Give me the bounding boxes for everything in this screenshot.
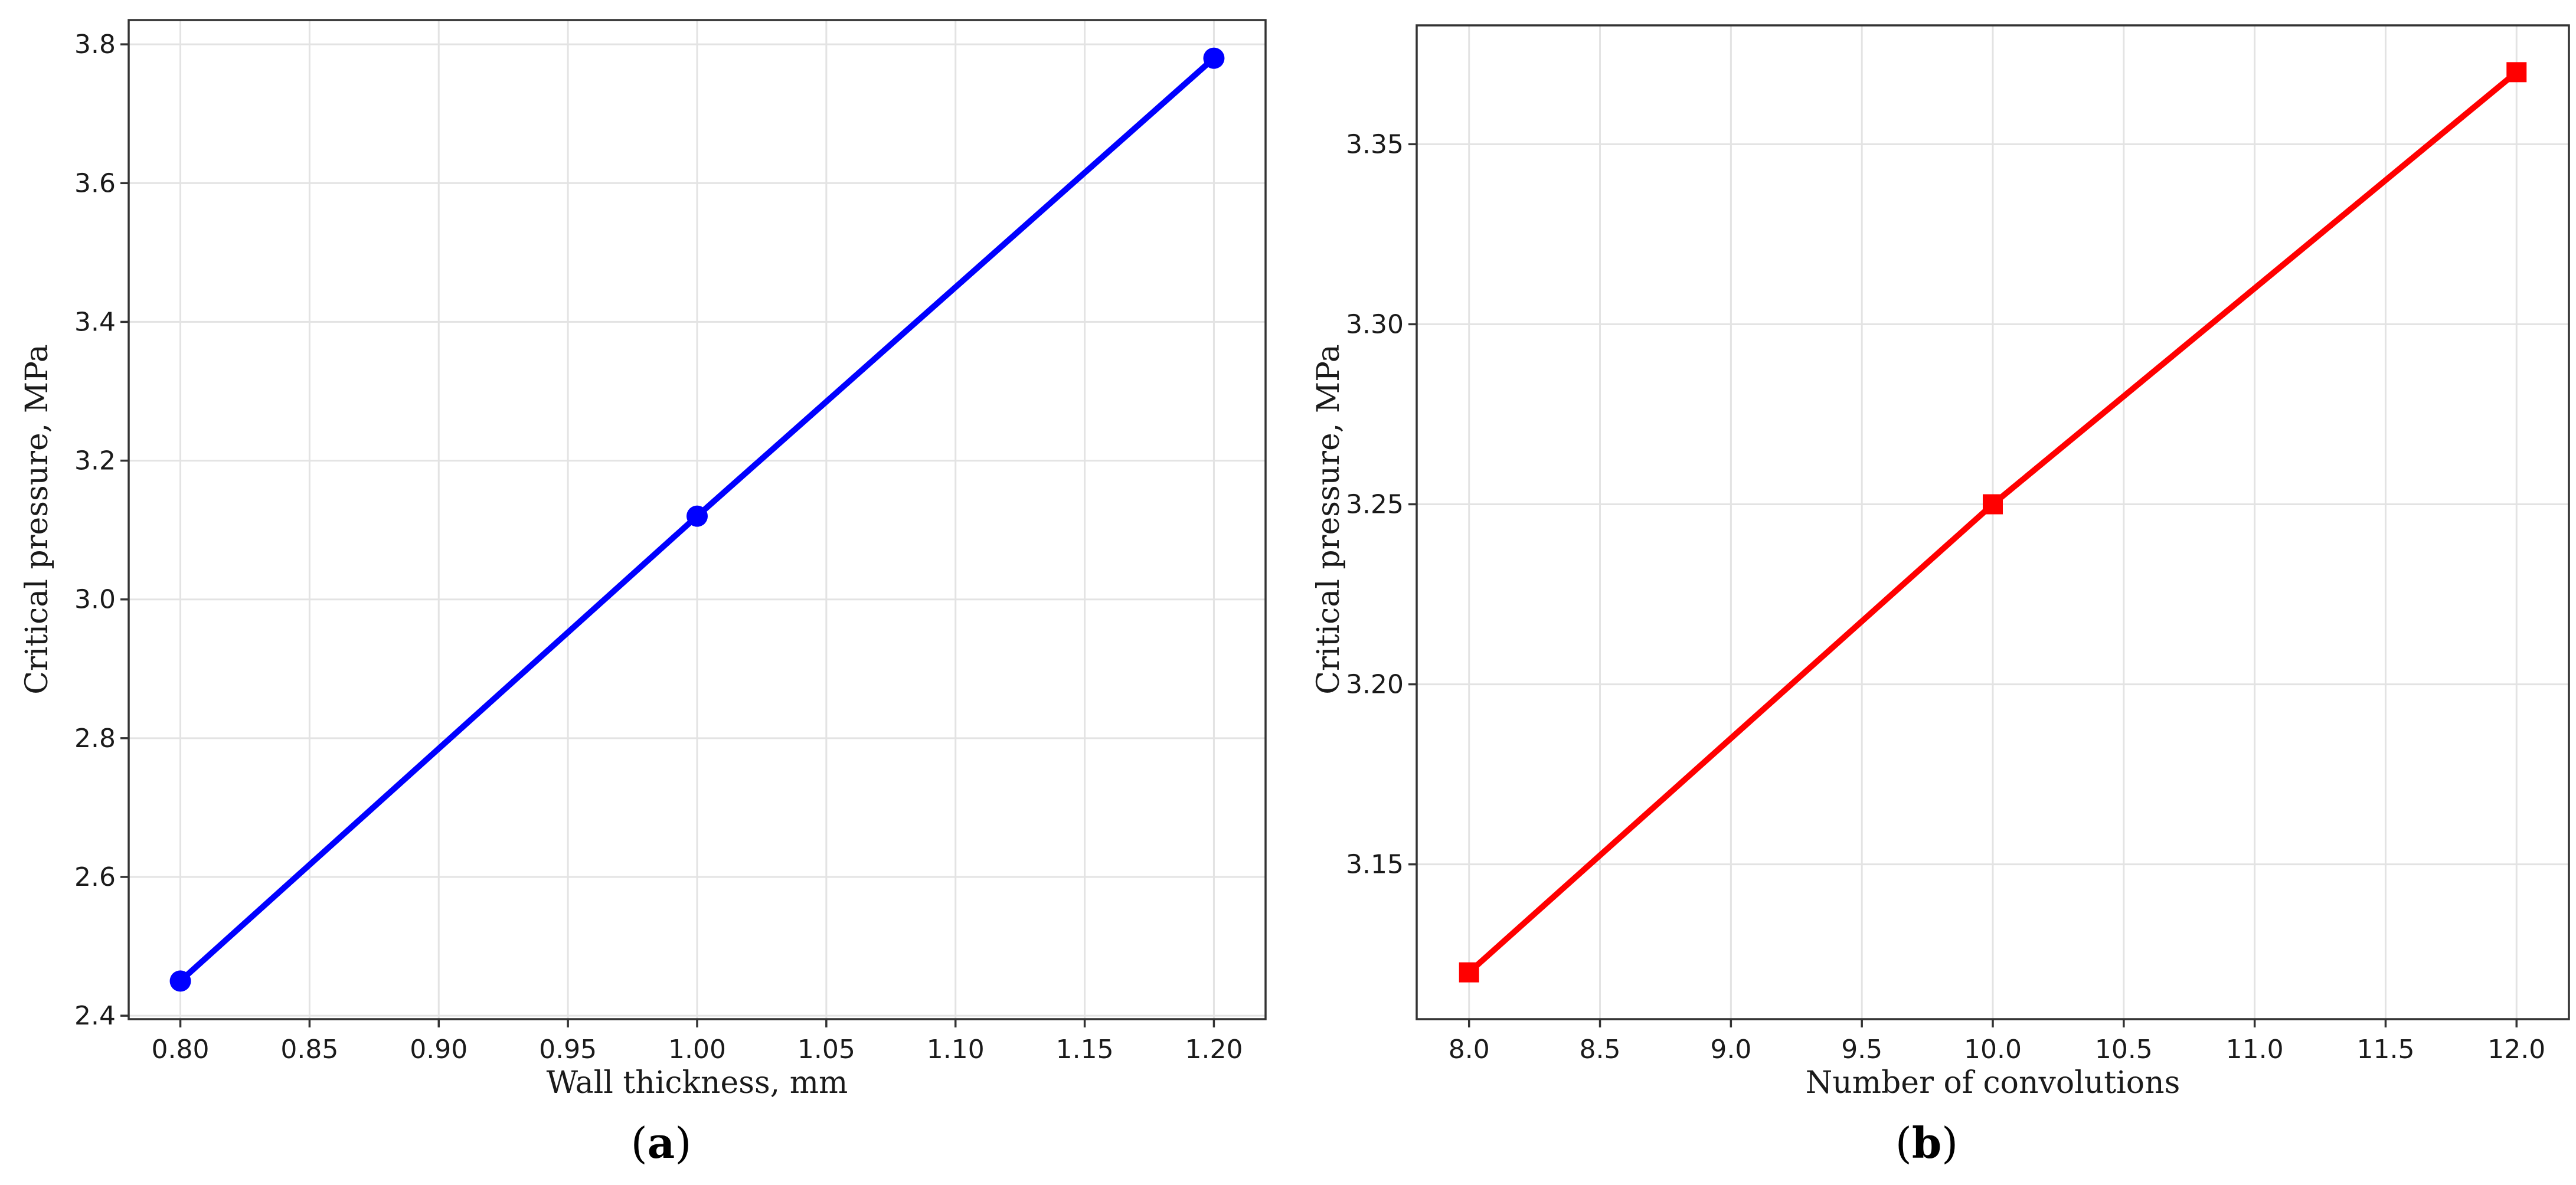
x-tick-label-b-6: 11.0 (2226, 1035, 2284, 1065)
y-tick-label-a-3: 3.0 (74, 585, 116, 615)
y-tick-label-b-3: 3.30 (1346, 309, 1404, 339)
y-tick-label-a-4: 3.2 (74, 446, 116, 476)
data-point-a-1 (687, 505, 708, 527)
y-axis-label-b: Critical pressure, MPa (1311, 344, 1346, 694)
data-point-b-2 (2506, 62, 2527, 83)
data-point-b-1 (1983, 494, 2003, 515)
chart-panel-b: 8.0 8.5 9.0 9.5 10.0 10.5 11.0 11.5 12.0 3.15 3.20… (1311, 24, 2570, 1101)
x-tick-label-a-1: 0.85 (280, 1035, 338, 1065)
x-tick-label-b-5: 10.5 (2095, 1035, 2153, 1065)
y-tick-label-a-0: 2.4 (74, 1001, 116, 1031)
x-tick-label-a-3: 0.95 (539, 1035, 597, 1065)
x-tick-label-b-0: 8.0 (1449, 1035, 1490, 1065)
y-tick-label-a-7: 3.8 (74, 30, 116, 60)
caption-panel-b: (b) (1895, 1118, 1959, 1168)
chart-panel-a: 0.80 0.85 0.90 0.95 1.00 1.05 1.10 1.15 1.20 2.4 2… (19, 19, 1267, 1101)
x-tick-label-a-4: 1.00 (668, 1035, 726, 1065)
y-tick-label-b-0: 3.15 (1346, 850, 1404, 880)
caption-panel-a: (a) (631, 1118, 692, 1168)
y-axis-label-a: Critical pressure, MPa (19, 344, 55, 694)
x-axis-label-a: Wall thickness, mm (547, 1065, 848, 1101)
x-tick-label-a-8: 1.20 (1185, 1035, 1243, 1065)
x-axis-label-b: Number of convolutions (1806, 1065, 2181, 1101)
x-tick-label-a-7: 1.15 (1056, 1035, 1114, 1065)
y-tick-label-a-6: 3.6 (74, 168, 116, 198)
x-tick-label-b-3: 9.5 (1841, 1035, 1882, 1065)
x-tick-label-a-5: 1.05 (797, 1035, 855, 1065)
y-tick-label-a-1: 2.6 (74, 862, 116, 892)
y-tick-label-b-4: 3.35 (1346, 129, 1404, 159)
x-tick-label-b-8: 12.0 (2487, 1035, 2545, 1065)
y-tick-label-a-5: 3.4 (74, 307, 116, 337)
data-point-a-0 (169, 970, 191, 992)
x-tick-label-b-4: 10.0 (1964, 1035, 2022, 1065)
x-tick-label-b-1: 8.5 (1580, 1035, 1621, 1065)
y-tick-label-b-2: 3.25 (1346, 489, 1404, 519)
y-tick-label-b-1: 3.20 (1346, 670, 1404, 700)
x-tick-label-a-2: 0.90 (410, 1035, 468, 1065)
x-tick-label-a-6: 1.10 (927, 1035, 985, 1065)
data-point-a-2 (1203, 47, 1225, 69)
x-tick-label-b-2: 9.0 (1710, 1035, 1751, 1065)
data-point-b-0 (1459, 962, 1479, 983)
x-tick-label-a-0: 0.80 (152, 1035, 210, 1065)
y-tick-label-a-2: 2.8 (74, 724, 116, 754)
x-tick-label-b-7: 11.5 (2356, 1035, 2414, 1065)
